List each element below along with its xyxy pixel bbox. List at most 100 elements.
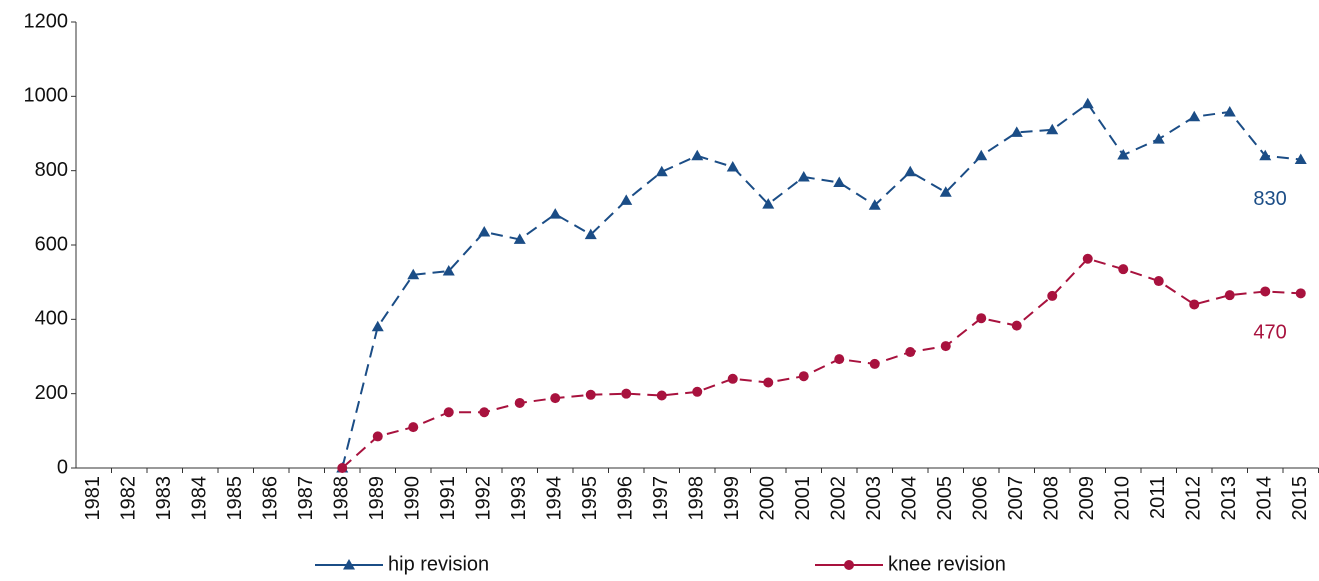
point: [584, 228, 597, 240]
point: [372, 431, 383, 442]
point: [1189, 299, 1200, 310]
point: [1118, 264, 1129, 275]
y-tick-label: 400: [35, 308, 68, 330]
x-tick-label: 1990: [402, 476, 424, 521]
x-tick-label: 2009: [1076, 476, 1098, 521]
x-tick-label: 2008: [1041, 476, 1063, 521]
x-tick-label: 2015: [1289, 476, 1311, 521]
point: [1260, 286, 1271, 297]
y-tick-label: 800: [35, 159, 68, 181]
y-tick-label: 600: [35, 233, 68, 255]
point: [692, 386, 703, 397]
point: [656, 390, 667, 401]
x-tick-label: 1987: [295, 476, 317, 521]
legend-label: hip revision: [388, 553, 489, 575]
point: [1188, 110, 1201, 122]
x-tick-label: 2014: [1254, 476, 1276, 521]
x-tick-label: 1992: [473, 476, 495, 521]
x-tick-label: 1985: [224, 476, 246, 521]
y-tick-label: 1200: [24, 10, 69, 32]
x-tick-label: 2003: [863, 476, 885, 521]
x-tick-label: 1983: [153, 476, 175, 521]
end-label: 470: [1253, 322, 1286, 344]
point: [834, 354, 845, 365]
x-tick-label: 1984: [189, 476, 211, 521]
point: [904, 165, 917, 177]
point: [762, 198, 775, 209]
x-tick-label: 1994: [544, 476, 566, 521]
point: [1081, 97, 1094, 109]
point: [869, 358, 880, 369]
x-tick-label: 1997: [650, 476, 672, 521]
x-tick-label: 1999: [721, 476, 743, 521]
point: [1011, 320, 1022, 331]
point: [620, 194, 633, 205]
x-tick-label: 2002: [828, 476, 850, 521]
x-tick-label: 1995: [579, 476, 601, 521]
x-tick-label: 2000: [757, 476, 779, 521]
point: [1259, 149, 1272, 161]
x-tick-label: 1982: [118, 476, 140, 521]
point: [727, 373, 738, 384]
point: [939, 186, 952, 197]
point: [976, 313, 987, 324]
point: [1224, 290, 1235, 301]
x-tick-label: 2007: [1005, 476, 1027, 521]
x-tick-label: 2001: [792, 476, 814, 521]
x-tick-label: 1986: [260, 476, 282, 521]
x-tick-label: 2012: [1183, 476, 1205, 521]
point: [514, 397, 525, 408]
x-tick-label: 2013: [1218, 476, 1240, 521]
point: [442, 265, 455, 276]
point: [797, 170, 810, 182]
legend-marker: [844, 560, 854, 570]
point: [621, 388, 632, 399]
point: [478, 225, 491, 237]
point: [655, 165, 668, 177]
x-tick-label: 2011: [1147, 476, 1169, 519]
point: [1117, 149, 1130, 160]
x-tick-label: 1981: [82, 476, 104, 521]
point: [905, 347, 916, 358]
series-line: [341, 102, 1301, 469]
series-line: [341, 257, 1301, 469]
point: [726, 160, 739, 172]
x-tick-label: 1991: [437, 476, 459, 521]
x-tick-label: 2005: [934, 476, 956, 521]
legend-marker: [343, 559, 355, 570]
point: [443, 407, 454, 418]
point: [407, 268, 420, 280]
point: [1046, 123, 1059, 135]
y-tick-label: 0: [57, 456, 68, 478]
point: [868, 199, 881, 210]
point: [549, 208, 562, 219]
point: [1152, 133, 1165, 144]
point: [585, 389, 596, 400]
x-tick-label: 2010: [1112, 476, 1134, 521]
point: [1047, 290, 1058, 301]
point: [798, 371, 809, 382]
point: [1153, 276, 1164, 287]
point: [691, 149, 704, 161]
x-tick-label: 1998: [686, 476, 708, 521]
point: [1295, 288, 1306, 299]
x-tick-label: 2004: [899, 476, 921, 521]
point: [833, 176, 846, 188]
point: [513, 233, 526, 244]
point: [975, 149, 988, 161]
x-tick-label: 1993: [508, 476, 530, 521]
legend-label: knee revision: [888, 553, 1006, 575]
point: [1010, 126, 1023, 137]
point: [550, 393, 561, 404]
point: [940, 341, 951, 352]
point: [1294, 153, 1307, 165]
point: [479, 407, 490, 418]
x-tick-label: 1996: [615, 476, 637, 521]
x-tick-label: 2006: [970, 476, 992, 521]
point: [408, 422, 419, 433]
x-tick-label: 1989: [366, 476, 388, 521]
point: [763, 377, 774, 388]
point: [1223, 105, 1236, 117]
end-label: 830: [1253, 188, 1286, 210]
